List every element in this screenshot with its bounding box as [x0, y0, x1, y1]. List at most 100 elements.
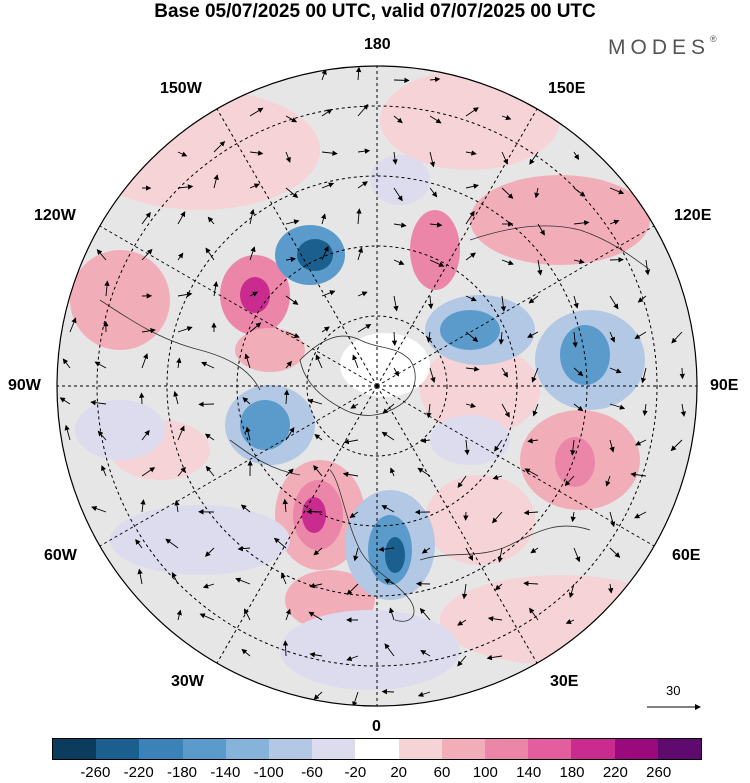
colorbar-swatch [614, 739, 658, 759]
wind-arrow [199, 613, 215, 621]
wind-arrow [201, 361, 215, 369]
anomaly-blob [560, 325, 610, 385]
wind-arrow [349, 511, 359, 519]
wind-arrow [465, 366, 480, 372]
wind-vectors [59, 66, 686, 706]
lon-label-90w: 90W [8, 377, 41, 394]
wind-arrow [465, 547, 474, 561]
colorbar-swatch [312, 739, 356, 759]
colorbar-tick-label: -260 [80, 764, 111, 781]
wind-arrow [573, 151, 580, 161]
colorbar-tick-label: 60 [433, 764, 451, 781]
wind-arrow [501, 259, 514, 266]
wind-arrow [573, 258, 585, 264]
wind-arrow [177, 252, 184, 261]
wind-arrow [321, 182, 335, 189]
wind-arrow [352, 691, 359, 706]
anomaly-blob [240, 277, 270, 313]
wind-arrow [213, 174, 219, 189]
wind-arrow [202, 583, 215, 589]
wind-arrow [321, 150, 338, 156]
wind-arrow [501, 403, 510, 418]
meridian-line [99, 385, 378, 547]
wind-arrow [421, 547, 431, 554]
anomaly-blob [440, 575, 680, 665]
wind-arrow [177, 291, 193, 298]
map-title: Base 05/07/2025 00 UTC, valid 07/07/2025… [154, 1, 596, 22]
wind-arrow [213, 140, 226, 153]
wind-arrow [135, 538, 143, 549]
wind-arrow [307, 398, 323, 405]
wind-arrow [356, 208, 362, 225]
wind-arrow [428, 295, 434, 310]
wind-arrow [357, 104, 369, 117]
wind-arrow [465, 107, 479, 117]
wind-arrow [498, 331, 505, 345]
colorbar-tick-label: -140 [210, 764, 241, 781]
wind-arrow [457, 475, 467, 489]
wind-arrow [492, 474, 503, 480]
anomaly-blob [470, 175, 650, 265]
wind-arrow [609, 219, 620, 225]
parallel-circle [166, 175, 588, 597]
wind-arrow [529, 151, 539, 165]
wind-arrow [205, 465, 215, 477]
wind-arrow [64, 424, 71, 441]
wind-arrow [381, 505, 395, 513]
wind-arrow [527, 331, 539, 338]
wind-arrow [417, 691, 431, 697]
wind-arrow [282, 498, 288, 513]
wind-arrow [177, 151, 188, 157]
anomaly-field [70, 70, 680, 690]
colorbar-swatch [53, 739, 97, 759]
meridian-line [99, 225, 378, 387]
wind-arrow [671, 331, 683, 344]
wind-arrow [320, 213, 327, 225]
wind-arrow [59, 397, 71, 405]
wind-arrow [96, 249, 107, 261]
wind-arrow [249, 183, 260, 189]
wind-arrow [679, 367, 685, 380]
meridian-line [376, 385, 655, 547]
wind-arrow [537, 259, 543, 276]
anomaly-blob [302, 497, 326, 533]
wind-arrow [249, 150, 264, 156]
wind-arrow [321, 108, 333, 117]
wind-arrow [141, 327, 156, 334]
wind-arrow [285, 360, 292, 369]
wind-arrow [249, 246, 256, 261]
wind-arrow [573, 403, 584, 412]
wind-arrow [249, 322, 262, 333]
wind-arrow [457, 619, 467, 626]
wind-arrow [573, 295, 579, 309]
wind-arrow [352, 354, 359, 369]
lon-label-60e: 60E [672, 547, 701, 564]
anomaly-blob [240, 400, 290, 450]
wind-arrow [527, 438, 539, 444]
wind-arrow [670, 439, 683, 452]
colorbar-tick-label: 140 [516, 764, 542, 781]
wind-arrow [457, 655, 467, 667]
wind-arrow [381, 431, 395, 441]
lon-label-120w: 120W [34, 207, 76, 224]
wind-arrow [321, 326, 330, 333]
wind-arrow [104, 280, 110, 297]
colorbar-tick-label: 220 [602, 764, 628, 781]
wind-arrow [573, 220, 590, 226]
wind-arrow [204, 547, 215, 557]
colorbar-tick-label: 260 [646, 764, 672, 781]
wind-arrow [314, 433, 323, 441]
wind-arrow [205, 247, 215, 261]
lon-label-0: 0 [372, 718, 381, 735]
wind-arrow [313, 464, 323, 477]
wind-arrow [378, 546, 395, 552]
wind-arrow [97, 430, 107, 441]
colorbar-swatch [225, 739, 270, 759]
wind-arrow [630, 471, 647, 478]
parallel-circle [236, 245, 518, 527]
wind-arrow [464, 439, 470, 456]
parallel-circle [96, 105, 658, 667]
wind-arrow [492, 511, 503, 524]
lon-label-30w: 30W [171, 673, 204, 690]
wind-arrow [465, 252, 476, 261]
